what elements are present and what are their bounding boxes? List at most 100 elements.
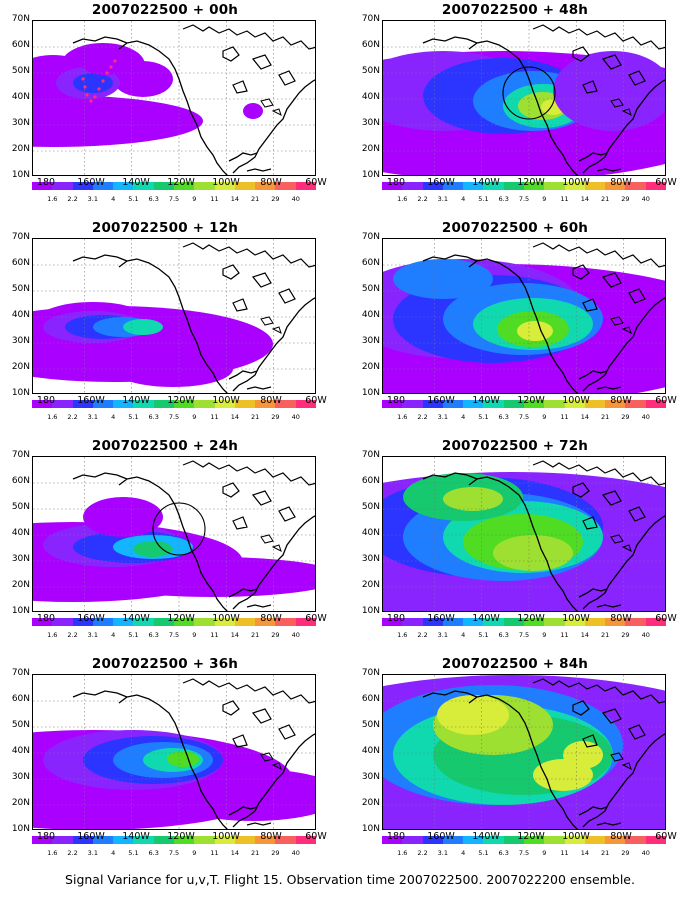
y-tick-label: 40N (11, 92, 30, 102)
colorbar-label: 6.3 (498, 195, 509, 203)
arctic-coastline (182, 460, 315, 530)
colorbar-swatch (442, 182, 464, 190)
colorbar-swatch (133, 400, 154, 408)
y-tick-label: 70N (11, 232, 30, 242)
colorbar-swatch (133, 618, 154, 626)
colorbar-swatch (625, 400, 646, 408)
colorbar-label: 11 (210, 631, 219, 639)
colorbar-label: 14 (580, 413, 589, 421)
x-tick-label: 60W (305, 613, 327, 624)
flight-track-point (113, 59, 117, 63)
flight-track-point (105, 71, 109, 75)
colorbar-swatch (275, 618, 296, 626)
colorbar-swatch (133, 836, 154, 844)
colorbar-label: 6.3 (148, 413, 159, 421)
y-tick-label: 40N (361, 528, 380, 538)
y-tick-label: 50N (11, 720, 30, 730)
colorbar-swatch (463, 400, 484, 408)
arctic-coastline (532, 24, 665, 94)
variance-map (32, 674, 316, 830)
y-tick-label: 10N (11, 388, 30, 398)
colorbar-label: 6.3 (148, 849, 159, 857)
y-tick-label: 40N (361, 310, 380, 320)
colorbar-swatch (214, 836, 235, 844)
colorbar-label: 29 (621, 413, 630, 421)
colorbar-swatch (92, 836, 114, 844)
colorbar-label: 29 (271, 631, 280, 639)
colorbar-label: 7.5 (168, 195, 180, 203)
y-tick-label: 60N (11, 258, 30, 268)
colorbar-label: 3.1 (437, 413, 449, 421)
y-tick-label: 20N (11, 362, 30, 372)
coastline (422, 36, 665, 175)
colorbar-label: 9 (192, 849, 197, 857)
colorbar-swatch (422, 400, 443, 408)
flight-track-point (97, 87, 101, 91)
y-tick-label: 60N (361, 694, 380, 704)
colorbar-label: 4 (111, 849, 116, 857)
map-svg (33, 239, 315, 393)
colorbar-label: 14 (230, 413, 239, 421)
colorbar-swatch (503, 182, 524, 190)
colorbar-label: 11 (210, 413, 219, 421)
colorbar (382, 400, 666, 408)
great-lakes (260, 534, 282, 552)
colorbar-swatch (584, 400, 606, 408)
colorbar-label: 29 (621, 849, 630, 857)
colorbar-swatch (422, 182, 443, 190)
colorbar-swatch (402, 836, 423, 844)
coastline (422, 690, 665, 829)
variance-contour (443, 487, 503, 511)
colorbar-swatch (255, 618, 276, 626)
colorbar-label: 29 (271, 849, 280, 857)
x-tick-label: 60W (655, 177, 677, 188)
y-tick-label: 10N (361, 824, 380, 834)
colorbar (32, 400, 316, 408)
x-tick-label: 80W (610, 395, 632, 406)
colorbar-swatch (52, 182, 73, 190)
colorbar-swatch (173, 836, 195, 844)
colorbar-label: 1.6 (397, 849, 408, 857)
flight-track-point (93, 95, 97, 99)
x-tick-label: 60W (655, 831, 677, 842)
colorbar-label: 9 (542, 849, 547, 857)
variance-contour (123, 319, 163, 335)
colorbar-swatch (523, 618, 545, 626)
panel-title: 2007022500 + 48h (441, 2, 589, 18)
y-tick-label: 20N (361, 144, 380, 154)
panel-title: 2007022500 + 00h (91, 2, 239, 18)
colorbar-swatch (483, 618, 504, 626)
y-tick-label: 10N (11, 170, 30, 180)
colorbar-swatch (523, 400, 545, 408)
colorbar-swatch (382, 836, 403, 844)
colorbar-label: 4 (461, 195, 466, 203)
colorbar-label: 7.5 (518, 195, 530, 203)
colorbar-label: 11 (560, 631, 569, 639)
colorbar-labels: 1.6 2.2 3.1 4 5.1 6.3 7.5 9 11 14 21 29 40 (32, 195, 316, 205)
map-svg (383, 675, 665, 829)
x-tick-label: 160W (427, 613, 455, 624)
y-tick-label: 30N (11, 772, 30, 782)
panel-title: 2007022500 + 84h (441, 656, 589, 672)
y-tick-label: 70N (11, 14, 30, 24)
colorbar-swatch (564, 836, 585, 844)
colorbar-swatch (72, 836, 93, 844)
x-tick-label: 140W (122, 395, 150, 406)
x-tick-label: 80W (610, 831, 632, 842)
great-lakes (260, 98, 282, 116)
y-tick-label: 70N (11, 668, 30, 678)
map-panel: 2007022500 + 84h 70N 60N 50N 40N 30N 20N 10N 1.6… (350, 654, 680, 864)
arctic-coastline (182, 24, 315, 94)
x-tick-label: 180 (386, 613, 406, 624)
variance-contour (73, 73, 113, 93)
arctic-coastline (182, 678, 315, 748)
coastline (72, 690, 315, 829)
colorbar-label: 29 (271, 195, 280, 203)
colorbar-label: 4 (461, 413, 466, 421)
colorbar-label: 2.2 (417, 631, 428, 639)
colorbar-label: 5.1 (478, 631, 489, 639)
x-tick-label: 160W (427, 177, 455, 188)
x-tick-label: 100W (212, 831, 240, 842)
colorbar-swatch (113, 400, 134, 408)
colorbar-label: 21 (251, 631, 260, 639)
